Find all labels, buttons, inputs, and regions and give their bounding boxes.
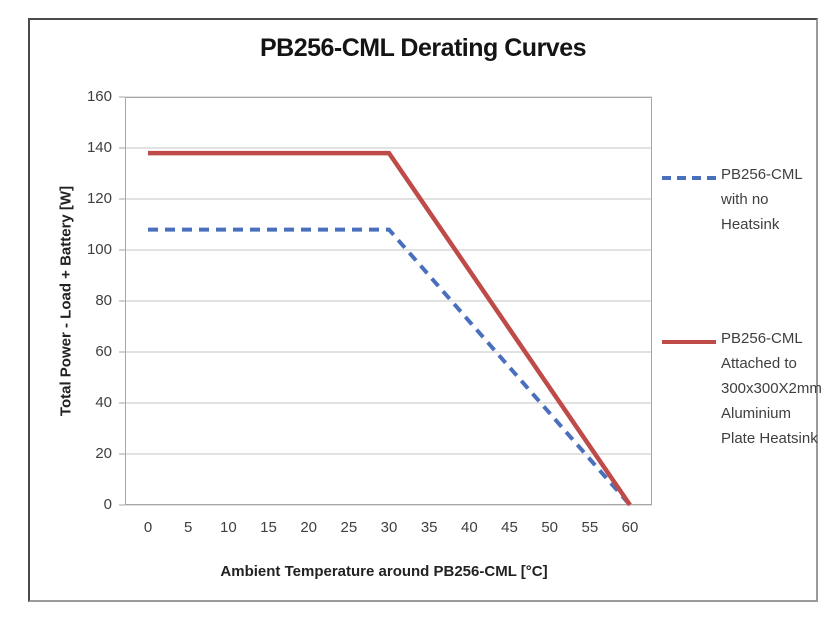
x-tick-label: 35 [420,519,438,536]
y-tick-label: 120 [86,190,112,207]
x-tick-label: 30 [380,519,398,536]
y-tick-label: 40 [95,394,112,411]
x-tick-label: 5 [183,519,193,536]
x-tick-label: 40 [460,519,478,536]
x-tick-label: 0 [143,519,153,536]
y-tick-label: 60 [95,343,112,360]
y-tick-label: 160 [86,88,112,105]
x-tick-label: 25 [340,519,358,536]
legend-label-heatsink: PB256-CML Attached to 300x300X2mm Alumin… [721,330,822,447]
plot-area [119,96,652,507]
x-tick-label: 45 [501,519,518,536]
plot-border [125,97,652,505]
y-tick-label: 0 [103,496,112,513]
dashed-line-sample-icon [662,176,716,180]
legend-label-no-heatsink: PB256-CML with no Heatsink [721,166,803,233]
chart-title: PB256-CML Derating Curves [259,34,587,62]
series-line-0 [148,227,632,507]
x-tick-label: 55 [581,519,599,536]
series-line-1 [148,150,632,507]
y-tick-label: 80 [95,292,112,309]
solid-line-sample-icon [662,340,716,344]
x-tick-label: 15 [260,519,277,536]
x-tick-label: 10 [219,519,237,536]
y-tick-label: 140 [86,139,112,156]
plot-svg [119,96,652,507]
y-tick-label: 100 [86,241,112,258]
x-axis-title: Ambient Temperature around PB256-CML [°C… [220,563,548,580]
x-tick-label: 60 [621,519,639,536]
x-tick-label: 20 [300,519,317,536]
legend: PB256-CML with no Heatsink PB256-CML Att… [658,150,822,460]
x-tick-label: 50 [541,519,558,536]
y-tick-label: 20 [95,445,112,462]
